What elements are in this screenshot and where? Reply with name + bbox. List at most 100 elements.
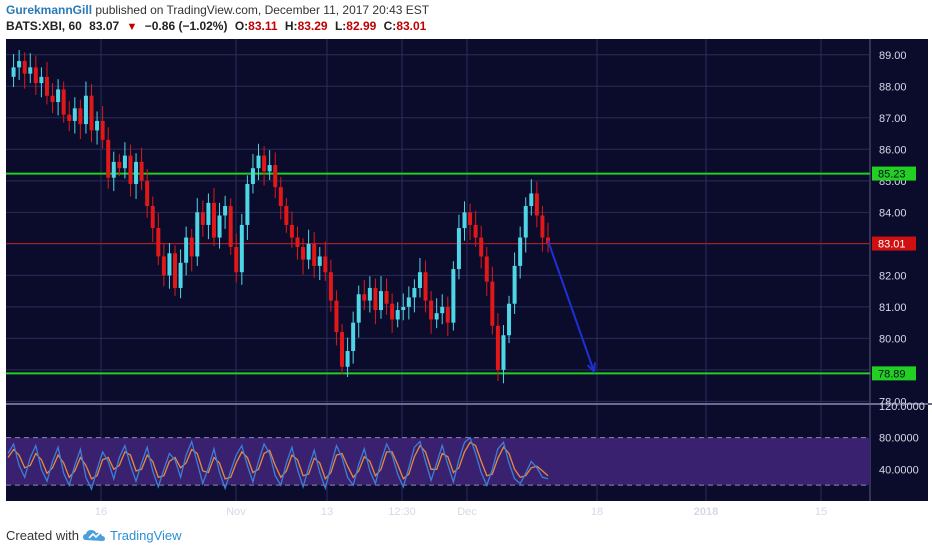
candle-body: [33, 67, 38, 84]
open-label: O:: [234, 19, 249, 33]
symbol-label: BATS:XBI, 60: [6, 19, 82, 33]
tradingview-brand[interactable]: TradingView: [110, 528, 182, 543]
candle-body: [278, 187, 283, 207]
candle-body: [95, 120, 100, 131]
footer: Created with TradingView: [0, 521, 932, 550]
candle-body: [495, 325, 500, 370]
stochastic-band: [6, 437, 870, 486]
price-chart[interactable]: 89.0088.0087.0086.0085.0084.0083.0082.00…: [0, 38, 932, 521]
candle-body: [301, 247, 306, 260]
candle-body: [50, 95, 55, 103]
candle-body: [134, 161, 139, 184]
candle-body: [284, 206, 289, 225]
created-with-label: Created with: [6, 528, 79, 543]
level-label-box: [872, 166, 916, 181]
candle-body: [390, 303, 395, 320]
price-tick-label: 87.00: [879, 113, 907, 125]
candle-body: [523, 206, 528, 238]
candle-body: [211, 202, 216, 238]
candle-body: [323, 256, 328, 273]
time-tick-label: 13: [321, 506, 333, 518]
author-link[interactable]: GurekmannGill: [6, 3, 93, 17]
candle-body: [367, 287, 372, 301]
candle-body: [362, 294, 367, 301]
candle-body: [529, 193, 534, 207]
candle-body: [28, 67, 33, 74]
time-tick-label: 18: [591, 506, 603, 518]
candle-body: [334, 300, 339, 333]
last-price: 83.07: [89, 19, 120, 33]
candle-body: [340, 332, 345, 367]
candle-body: [345, 351, 350, 367]
candle-body: [518, 237, 523, 266]
candle-body: [200, 212, 205, 225]
high-value: 83.29: [297, 19, 328, 33]
candle-body: [150, 206, 155, 229]
projection-line: [547, 240, 595, 372]
time-tick-label: 15: [815, 506, 827, 518]
projection-arrowhead: [586, 362, 596, 374]
candle-body: [451, 269, 456, 323]
candle-body: [195, 212, 200, 257]
candle-body: [189, 237, 194, 257]
price-axis-background: [870, 39, 928, 501]
price-tick-label: 84.00: [879, 207, 907, 219]
candle-body: [534, 193, 539, 216]
candle-body: [440, 306, 445, 314]
price-tick-label: 81.00: [879, 302, 907, 314]
candle-body: [217, 215, 222, 238]
candle-body: [145, 180, 150, 207]
candle-body: [351, 322, 356, 351]
candle-body: [184, 237, 189, 263]
candle-body: [156, 228, 161, 257]
candle-body: [445, 306, 450, 323]
stochastic-d-line: [7, 441, 549, 481]
candle-body: [512, 265, 517, 304]
low-label: L:: [334, 19, 347, 33]
candle-body: [22, 61, 27, 74]
price-tick-label: 89.00: [879, 50, 907, 62]
close-label: C:: [383, 19, 397, 33]
price-tick-label: 78.00: [879, 396, 907, 408]
candle-body: [373, 287, 378, 311]
price-tick-label: 86.00: [879, 144, 907, 156]
candle-body: [417, 272, 422, 288]
candle-body: [234, 247, 239, 273]
candle-body: [39, 76, 44, 84]
candle-body: [468, 212, 473, 225]
candle-body: [78, 108, 83, 125]
symbol-line: BATS:XBI, 60 83.07 ▼ −0.86 (−1.02%) O:83…: [6, 19, 430, 33]
candle-body: [122, 155, 127, 169]
candle-body: [328, 272, 333, 301]
candle-body: [378, 291, 383, 311]
candle-body: [106, 139, 111, 178]
candle-body: [256, 155, 261, 169]
tradingview-cloud-icon: [83, 530, 105, 541]
candle-body: [501, 335, 506, 370]
candle-body: [228, 206, 233, 247]
time-tick-label: 16: [95, 506, 107, 518]
publish-line: GurekmannGill published on TradingView.c…: [6, 3, 429, 17]
candle-body: [540, 215, 545, 238]
last-price-label: 83.01: [878, 239, 906, 251]
stochastic-tick-label: 40.0000: [879, 464, 919, 476]
candle-body: [401, 306, 406, 311]
candle-body: [89, 95, 94, 131]
time-tick-label: 2018: [694, 506, 718, 518]
stochastic-k-line: [7, 436, 549, 491]
candle-body: [312, 243, 317, 266]
open-value: 83.11: [248, 19, 278, 33]
candle-body: [507, 303, 512, 336]
candle-body: [412, 287, 417, 298]
candle-body: [434, 313, 439, 320]
candle-body: [250, 168, 255, 184]
candle-body: [17, 61, 22, 68]
price-tick-label: 88.00: [879, 81, 907, 93]
candle-body: [289, 224, 294, 238]
candle-body: [245, 183, 250, 225]
candle-body: [67, 114, 72, 121]
time-tick-label: Nov: [226, 506, 246, 518]
level-label: 78.89: [878, 368, 906, 380]
time-tick-label: Dec: [457, 506, 477, 518]
candle-body: [178, 262, 183, 288]
